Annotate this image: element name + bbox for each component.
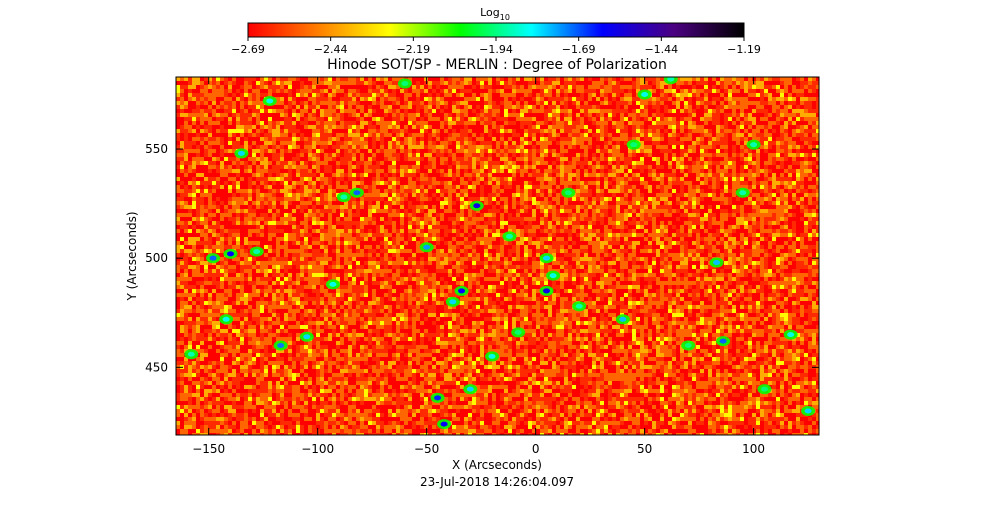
x-tick-label: 100 [742, 442, 765, 456]
colorbar-tick-label: −1.19 [727, 43, 761, 56]
feature-core [473, 203, 481, 209]
feature-core [514, 329, 522, 335]
colorbar-title: Log10 [480, 6, 510, 22]
feature-core [423, 244, 431, 250]
feature-core [719, 338, 727, 344]
feature-core [187, 351, 195, 357]
y-tick-label: 450 [145, 360, 168, 374]
feature-core [750, 142, 758, 148]
feature-core [804, 408, 812, 414]
feature-core [222, 316, 230, 322]
y-axis-ticks: 450 500 550 [145, 142, 819, 374]
heatmap-area [176, 77, 819, 435]
feature-core [340, 194, 348, 200]
feature-core [488, 353, 496, 359]
feature-core [575, 303, 583, 309]
x-tick-label: −150 [192, 442, 225, 456]
colorbar [247, 22, 745, 38]
colorbar-tick-label: −1.69 [562, 43, 596, 56]
colorbar-tick-label: −2.44 [314, 43, 348, 56]
y-tick-label: 500 [145, 251, 168, 265]
x-tick-label: −50 [414, 442, 439, 456]
feature-core [630, 142, 638, 148]
feature-core [543, 288, 551, 294]
feature-core [505, 233, 513, 239]
x-tick-label: −100 [301, 442, 334, 456]
timestamp: 23-Jul-2018 14:26:04.097 [420, 475, 574, 489]
heatmap-texture [176, 77, 819, 435]
x-tick-label: 50 [637, 442, 652, 456]
y-axis-label: Y (Arcseconds) [125, 211, 139, 301]
x-axis-ticks: −150 −100 −50 0 50 100 [192, 77, 765, 456]
feature-core [440, 421, 448, 427]
feature-core [713, 260, 721, 266]
feature-core [277, 343, 285, 348]
feature-core [434, 395, 442, 401]
feature-core [226, 251, 234, 257]
feature-core [458, 288, 466, 294]
feature-core [303, 334, 311, 340]
feature-core [353, 190, 361, 196]
feature-core [549, 273, 557, 279]
y-tick-label: 550 [145, 142, 168, 156]
colorbar-tick-label: −1.94 [479, 43, 513, 56]
x-axis-label: X (Arcseconds) [452, 458, 542, 472]
colorbar-tick-label: −2.19 [396, 43, 430, 56]
feature-core [667, 77, 675, 82]
feature-core [209, 255, 217, 261]
feature-core [449, 299, 457, 305]
x-tick-label: 0 [532, 442, 540, 456]
heatmap-features [184, 77, 816, 430]
feature-core [761, 386, 769, 392]
feature-core [739, 190, 747, 196]
feature-core [641, 91, 649, 97]
feature-core [401, 81, 409, 87]
feature-core [564, 190, 572, 196]
colorbar-tick-label: −2.69 [231, 43, 265, 56]
colorbar-ticks: −2.69 −2.44 −2.19 −1.94 −1.69 −1.44 −1.19 [231, 37, 761, 56]
plot-frame [175, 76, 820, 436]
feature-core [329, 281, 337, 287]
chart-title: Hinode SOT/SP - MERLIN : Degree of Polar… [327, 57, 667, 73]
feature-core [543, 255, 551, 261]
feature-core [684, 343, 692, 348]
feature-core [266, 98, 274, 104]
feature-core [237, 150, 245, 156]
feature-core [253, 249, 261, 255]
feature-core [787, 332, 795, 338]
colorbar-tick-label: −1.44 [644, 43, 678, 56]
feature-core [619, 316, 627, 322]
feature-core [466, 386, 474, 392]
